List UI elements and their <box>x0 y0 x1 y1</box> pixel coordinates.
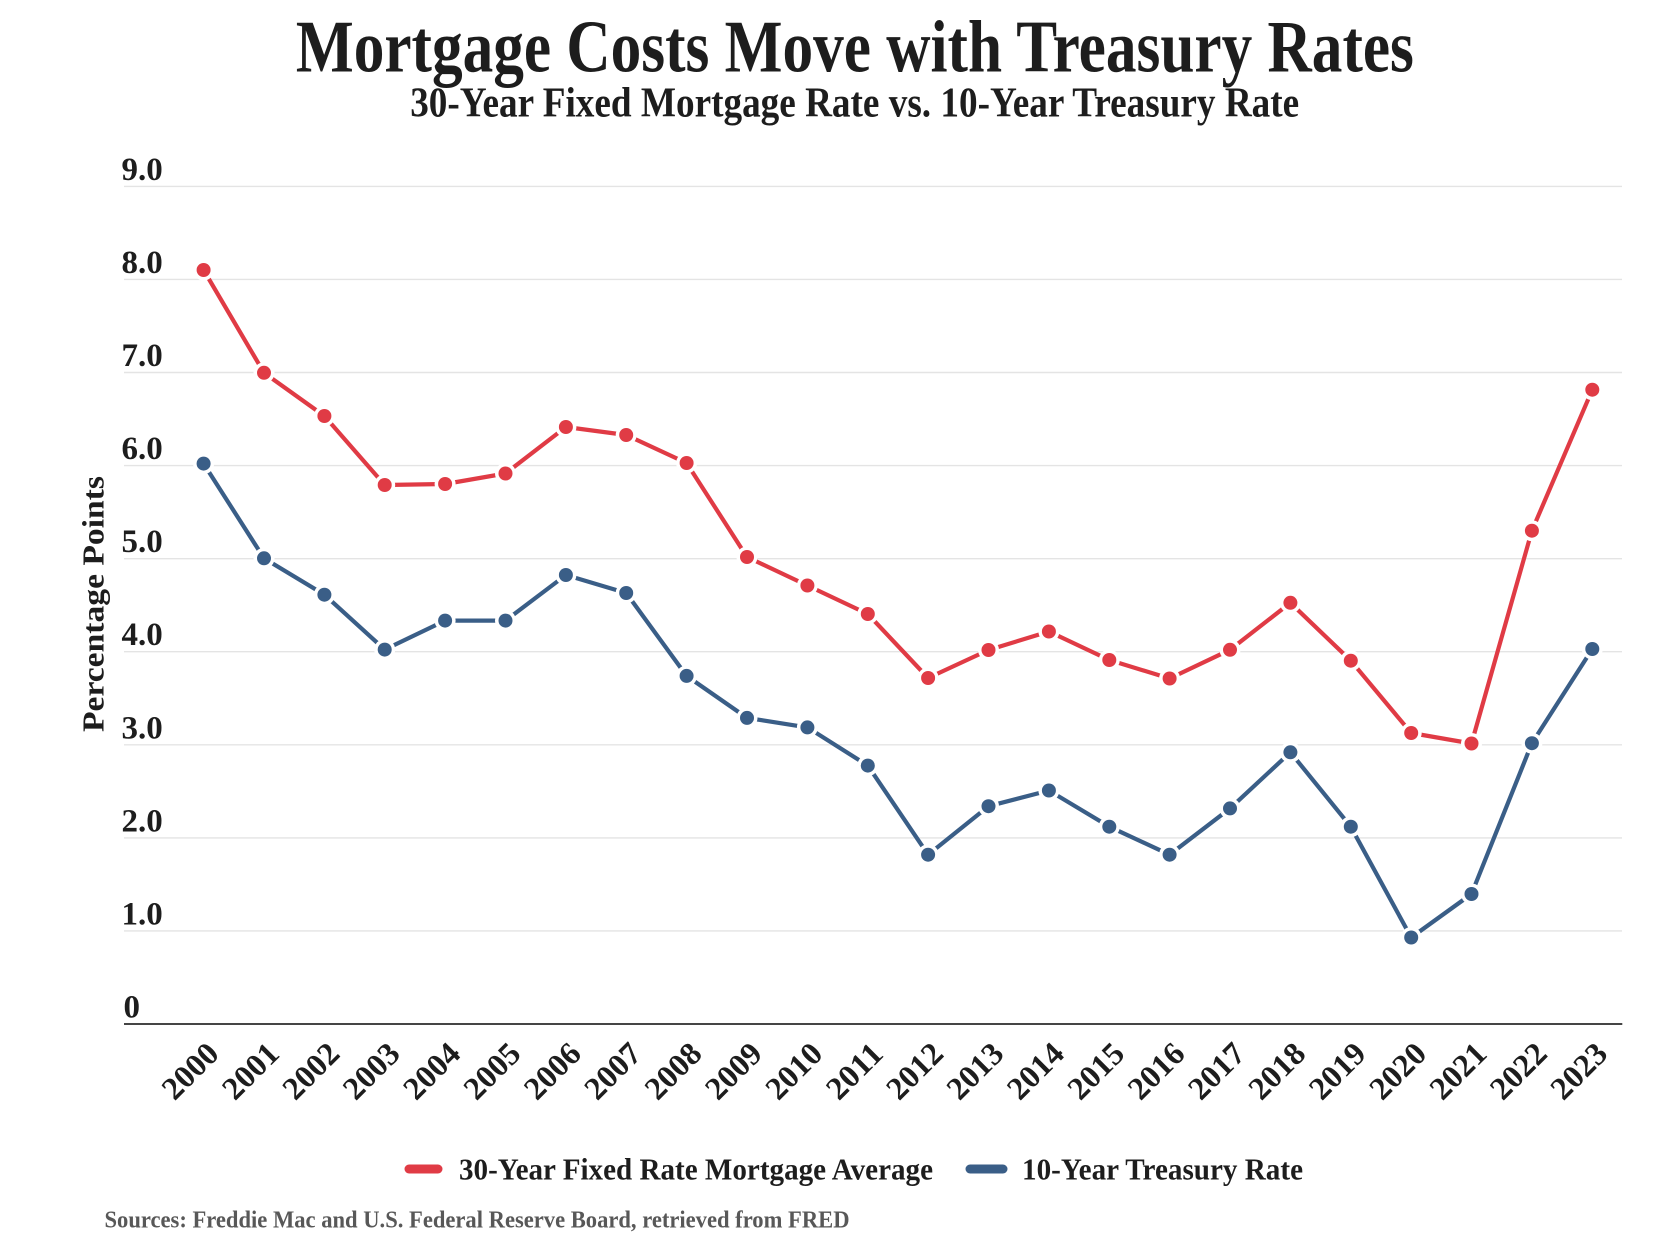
svg-text:1.0: 1.0 <box>122 896 163 932</box>
svg-text:7.0: 7.0 <box>122 338 163 374</box>
svg-text:4.0: 4.0 <box>122 617 163 653</box>
svg-text:30-Year Fixed Mortgage Rate vs: 30-Year Fixed Mortgage Rate vs. 10-Year … <box>410 81 1299 127</box>
svg-text:9.0: 9.0 <box>122 152 163 188</box>
svg-text:30-Year Fixed Rate Mortgage Av: 30-Year Fixed Rate Mortgage Average <box>459 1153 933 1187</box>
svg-text:6.0: 6.0 <box>122 431 163 467</box>
svg-text:2.0: 2.0 <box>122 803 163 839</box>
svg-text:Mortgage Costs Move with Treas: Mortgage Costs Move with Treasury Rates <box>296 7 1414 89</box>
svg-text:0: 0 <box>124 990 141 1026</box>
svg-text:10-Year Treasury Rate: 10-Year Treasury Rate <box>1022 1153 1303 1187</box>
svg-text:5.0: 5.0 <box>122 524 163 560</box>
svg-text:8.0: 8.0 <box>122 245 163 281</box>
svg-text:Percentage Points: Percentage Points <box>76 476 111 732</box>
svg-text:3.0: 3.0 <box>122 710 163 746</box>
svg-text:Sources: Freddie Mac and U.S.: Sources: Freddie Mac and U.S. Federal Re… <box>105 1208 850 1234</box>
